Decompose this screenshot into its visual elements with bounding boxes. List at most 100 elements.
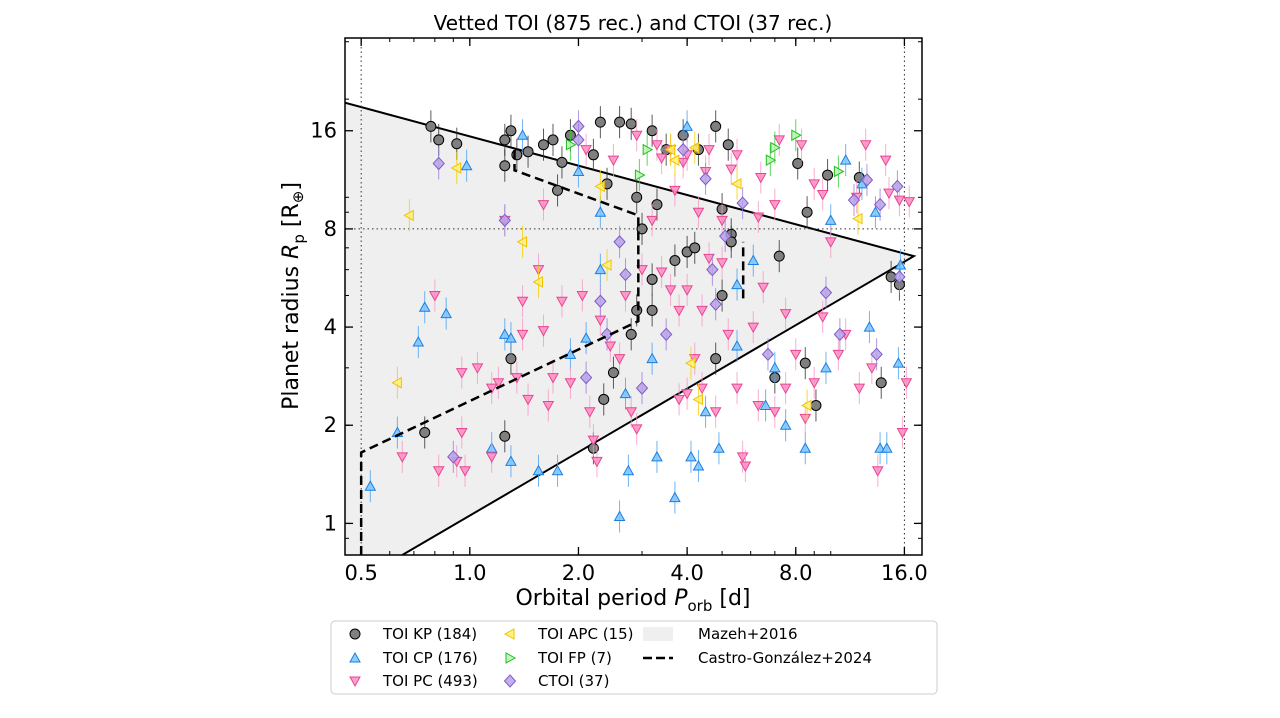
data-point [537, 326, 550, 337]
data-point [655, 267, 668, 279]
data-point [681, 285, 693, 296]
data-point [642, 143, 654, 156]
data-point [832, 349, 845, 361]
data-point [731, 150, 743, 161]
data-point [450, 162, 462, 174]
data-point [801, 206, 813, 218]
data-point [716, 215, 728, 227]
data-point [580, 145, 592, 156]
data-point [851, 212, 863, 225]
data-point [692, 459, 705, 471]
data-point [824, 237, 837, 248]
data-point [619, 290, 632, 302]
data-point [651, 199, 663, 211]
data-point [791, 129, 802, 142]
x-tick-label: 8.0 [779, 561, 812, 585]
data-point [604, 341, 617, 353]
y-axis-label: Planet radius Rp [R⊕] [279, 182, 308, 410]
data-point [673, 305, 685, 317]
data-point [710, 353, 722, 365]
data-point [716, 258, 728, 269]
legend-marker [505, 652, 517, 664]
data-point [703, 253, 715, 265]
data-point [607, 367, 619, 379]
data-point [471, 363, 484, 374]
data-point [799, 357, 811, 369]
data-point [822, 169, 834, 181]
data-point [364, 480, 377, 491]
data-point [631, 191, 643, 203]
legend-label: Castro-González+2024 [698, 649, 872, 667]
legend-label: Mazeh+2016 [698, 625, 798, 643]
mazeh-boundary-line [345, 101, 917, 555]
data-point [646, 215, 658, 227]
data-point [768, 361, 781, 373]
data-point [396, 452, 409, 463]
x-tick-label: 1.0 [453, 561, 486, 585]
data-point [685, 450, 697, 462]
data-point [810, 399, 822, 411]
y-tick-label: 4 [324, 315, 337, 339]
x-tick-label: 4.0 [670, 561, 703, 585]
data-point [799, 442, 812, 453]
data-point [660, 327, 673, 342]
data-point [428, 290, 441, 302]
y-tick-label: 16 [310, 119, 337, 143]
data-point [722, 139, 734, 151]
data-point [634, 169, 646, 181]
data-point [779, 309, 792, 320]
data-point [716, 289, 728, 301]
data-point [651, 450, 663, 462]
data-point [688, 141, 700, 154]
legend-box [330, 620, 938, 695]
data-point [870, 347, 883, 362]
data-point [630, 130, 643, 142]
data-point [900, 378, 913, 389]
data-point [873, 197, 887, 212]
data-point [747, 254, 760, 266]
legend-item: TOI APC (15) [503, 625, 634, 643]
data-point [455, 368, 468, 379]
plot-content [345, 38, 922, 555]
data-point [752, 212, 765, 224]
data-point [773, 250, 785, 262]
data-point [412, 335, 425, 347]
data-point [768, 407, 781, 418]
data-point [403, 209, 414, 222]
data-point [801, 399, 812, 412]
data-point [731, 339, 743, 351]
data-point [883, 188, 895, 200]
data-point [710, 120, 722, 132]
data-point [880, 442, 893, 453]
data-point [522, 146, 534, 158]
data-point [583, 407, 596, 418]
data-point [564, 378, 577, 389]
data-point [725, 236, 737, 248]
data-point [542, 400, 555, 412]
legend-marker [349, 651, 361, 663]
data-point [556, 296, 568, 308]
data-point [770, 141, 781, 154]
data-point [703, 145, 715, 156]
legend-label: TOI KP (184) [382, 625, 477, 643]
data-point [625, 407, 638, 418]
data-point [619, 267, 632, 282]
data-point [896, 428, 909, 439]
data-point [866, 363, 878, 374]
data-point [455, 428, 468, 439]
data-point [551, 464, 564, 476]
data-point [779, 383, 792, 395]
data-point [893, 270, 906, 284]
y-tick-label: 8 [324, 217, 337, 241]
data-point [505, 332, 517, 343]
data-point [655, 153, 668, 165]
data-point [547, 134, 559, 146]
data-point [522, 394, 534, 406]
data-point [669, 185, 681, 197]
data-point [736, 196, 749, 210]
data-point [440, 307, 453, 319]
data-point [485, 452, 498, 463]
data-point [485, 383, 498, 395]
legend-label: CTOI (37) [538, 672, 609, 690]
data-point [552, 184, 564, 196]
